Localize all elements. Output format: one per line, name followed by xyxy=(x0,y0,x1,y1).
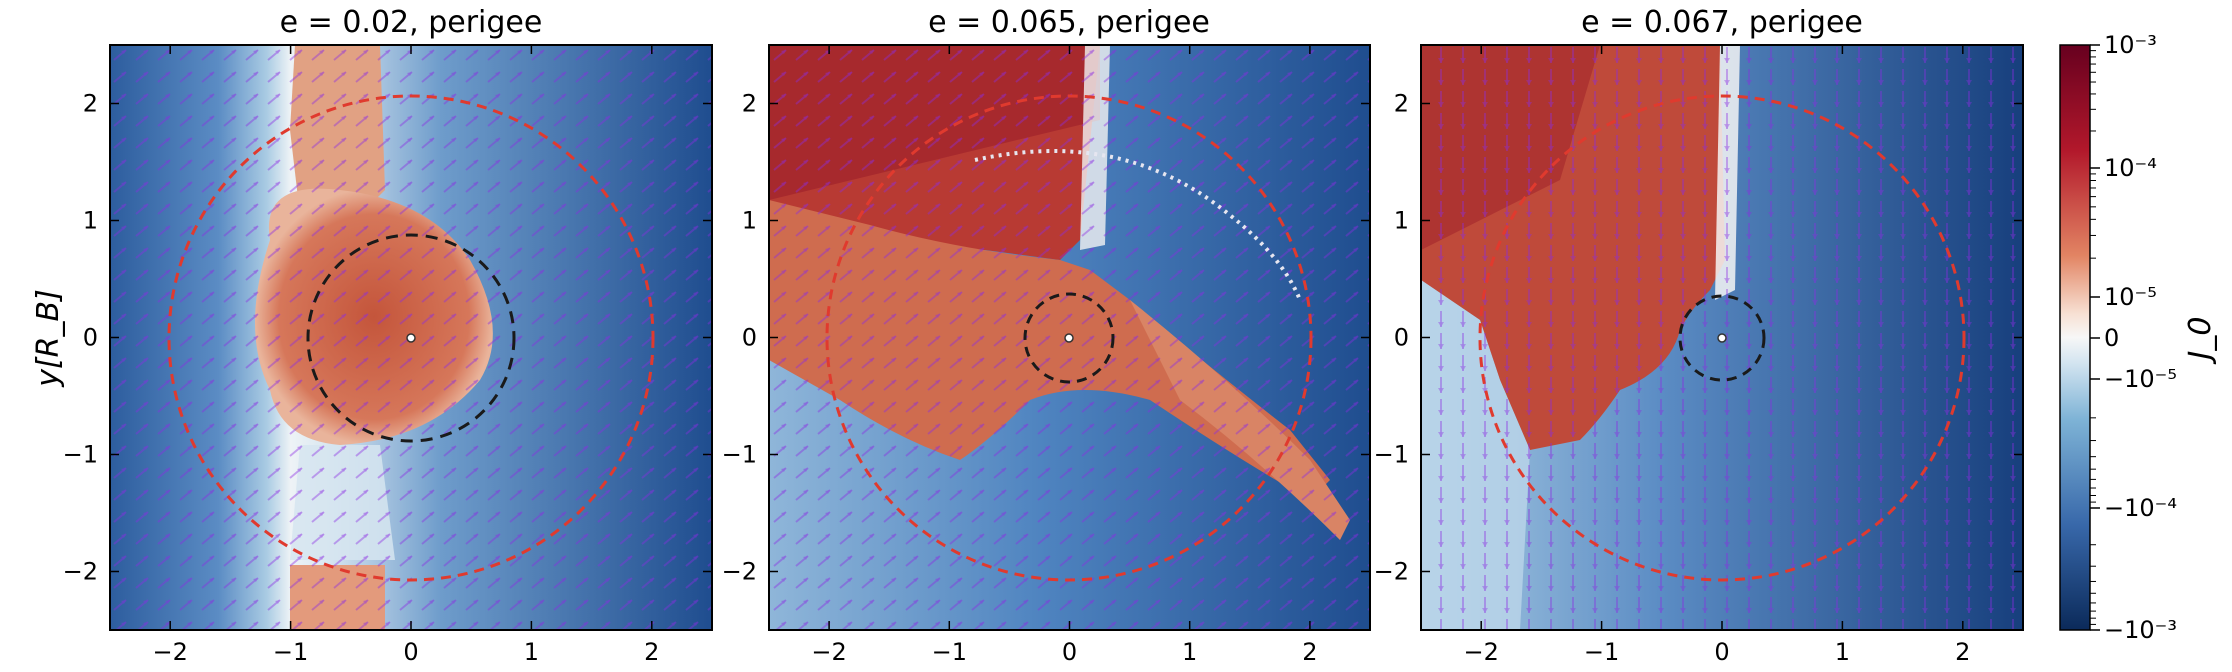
y-tick-label: −2 xyxy=(1374,558,1409,586)
panel-2-ticks: −2 −1 0 1 2 2 1 0 −1 −2 xyxy=(722,45,1370,666)
y-tick-label: 0 xyxy=(1394,324,1409,352)
panel-3-inner-circle xyxy=(1678,294,1766,382)
x-tick-label: 2 xyxy=(1955,638,1970,666)
colorbar-tick-label: −10⁻³ xyxy=(2104,616,2177,644)
x-tick-label: −1 xyxy=(273,638,308,666)
panel-3: e = 0.067, perigee −2 −1 0 1 2 2 1 0 −1 −2 xyxy=(1374,5,2024,666)
x-tick-label: −2 xyxy=(1464,638,1499,666)
y-tick-label: 1 xyxy=(83,207,98,235)
colorbar-bar xyxy=(2059,44,2091,631)
y-tick-label: −2 xyxy=(722,558,757,586)
colorbar-label: J_0 xyxy=(2183,317,2218,365)
x-tick-label: −1 xyxy=(1584,638,1619,666)
y-tick-label: −1 xyxy=(722,441,757,469)
y-tick-label: 2 xyxy=(83,90,98,118)
panel-3-outer-circle xyxy=(1478,94,1966,582)
panel-1-center-marker xyxy=(406,333,416,343)
colorbar-tick-label: 10⁻⁴ xyxy=(2104,154,2157,182)
panel-2-outer-circle xyxy=(825,94,1313,582)
y-tick-label: −1 xyxy=(1374,441,1409,469)
panel-1-title: e = 0.02, perigee xyxy=(280,5,543,40)
x-tick-label: 0 xyxy=(1062,638,1077,666)
panel-2-inner-circle xyxy=(1023,292,1115,384)
y-tick-label: 2 xyxy=(1394,90,1409,118)
y-tick-label: −2 xyxy=(63,558,98,586)
panel-1-ticks: −2 −1 0 1 2 2 1 0 −1 −2 xyxy=(63,45,712,666)
panel-2-title: e = 0.065, perigee xyxy=(928,5,1210,40)
x-tick-label: −2 xyxy=(153,638,188,666)
x-tick-label: 1 xyxy=(1835,638,1850,666)
colorbar: 10⁻³ 10⁻⁴ 10⁻⁵ 0 −10⁻⁵ −10⁻⁴ −10⁻³ J_0 xyxy=(2059,31,2218,644)
colorbar-tick-label: −10⁻⁵ xyxy=(2104,365,2177,393)
colorbar-tick-label: 10⁻⁵ xyxy=(2104,283,2157,311)
y-axis-label: y[R_B] xyxy=(31,289,66,388)
panel-2: e = 0.065, perigee −2 −1 0 1 2 2 1 0 −1 −2 xyxy=(722,5,1371,666)
x-tick-label: −2 xyxy=(811,638,846,666)
colorbar-tick-label: 10⁻³ xyxy=(2104,31,2157,59)
x-tick-label: 1 xyxy=(1182,638,1197,666)
panel-3-ticks: −2 −1 0 1 2 2 1 0 −1 −2 xyxy=(1374,45,2023,666)
y-tick-label: 1 xyxy=(1394,207,1409,235)
panel-3-title: e = 0.067, perigee xyxy=(1581,5,1863,40)
y-tick-label: 2 xyxy=(742,90,757,118)
panel-2-center-marker xyxy=(1064,333,1074,343)
x-tick-label: 1 xyxy=(524,638,539,666)
y-tick-label: 1 xyxy=(742,207,757,235)
y-tick-label: −1 xyxy=(63,441,98,469)
y-tick-label: 0 xyxy=(742,324,757,352)
panel-3-center-marker xyxy=(1717,333,1727,343)
colorbar-tick-label: −10⁻⁴ xyxy=(2104,494,2177,522)
x-tick-label: 2 xyxy=(644,638,659,666)
panel-1: e = 0.02, perigee −2 −1 0 1 2 2 1 0 −1 −2 xyxy=(63,5,713,666)
y-tick-label: 0 xyxy=(83,324,98,352)
colorbar-ticks: 10⁻³ 10⁻⁴ 10⁻⁵ 0 −10⁻⁵ −10⁻⁴ −10⁻³ xyxy=(2090,31,2177,644)
x-tick-label: 0 xyxy=(1714,638,1729,666)
panel-1-inner-circle xyxy=(306,233,516,443)
x-tick-label: 0 xyxy=(403,638,418,666)
colorbar-tick-label: 0 xyxy=(2104,324,2119,352)
x-tick-label: 2 xyxy=(1302,638,1317,666)
x-tick-label: −1 xyxy=(932,638,967,666)
panel-1-outer-circle xyxy=(167,94,655,582)
